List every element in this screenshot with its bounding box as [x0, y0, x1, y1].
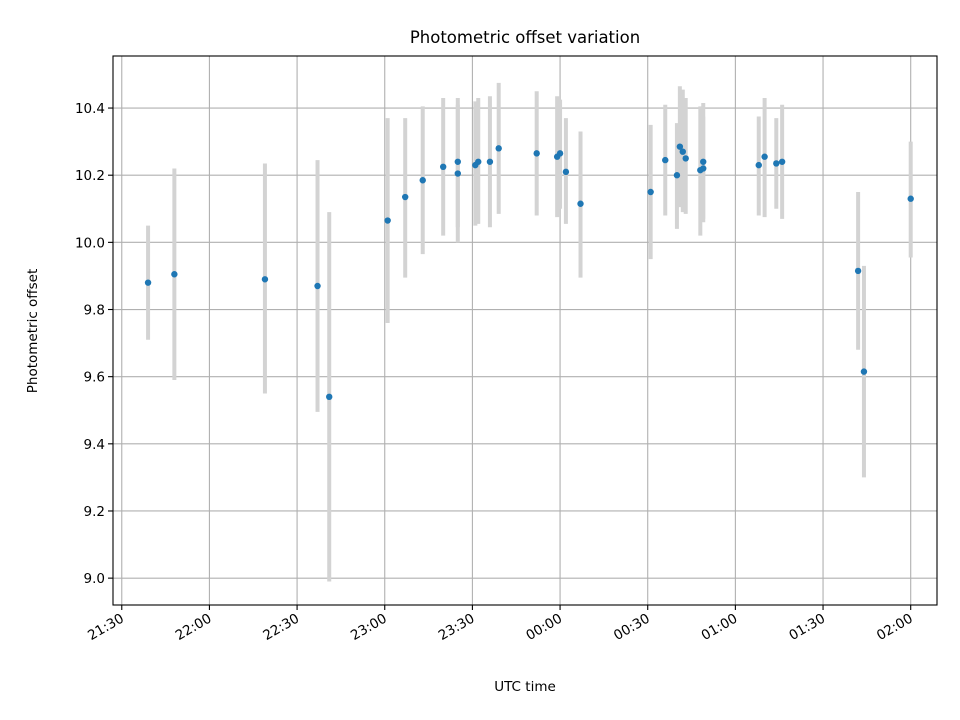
- data-point: [419, 177, 426, 184]
- data-point: [562, 168, 570, 176]
- data-point: [778, 158, 786, 165]
- data-point: [755, 161, 762, 169]
- data-point: [854, 267, 862, 275]
- data-point: [495, 145, 502, 152]
- data-point: [533, 150, 540, 157]
- data-point: [679, 148, 686, 155]
- data-point: [475, 158, 482, 165]
- data-point: [384, 217, 391, 224]
- plot-frame: [112, 55, 938, 606]
- data-point: [662, 156, 669, 164]
- y-tick-label: 9.6: [84, 370, 105, 386]
- data-point: [577, 200, 584, 207]
- data-point: [144, 279, 152, 286]
- data-point: [860, 368, 868, 375]
- data-point: [700, 158, 707, 165]
- data-point: [314, 282, 321, 290]
- grid-layer: [113, 56, 937, 605]
- data-point: [454, 170, 461, 177]
- data-point: [761, 153, 768, 160]
- y-axis-label: Photometric offset: [25, 269, 41, 393]
- data-point: [326, 393, 333, 401]
- data-point: [676, 143, 684, 150]
- data-point: [261, 276, 269, 283]
- data-point: [556, 150, 564, 157]
- data-point: [401, 193, 409, 201]
- chart-title: Photometric offset variation: [410, 28, 640, 47]
- data-point: [700, 165, 707, 172]
- data-point: [773, 160, 780, 167]
- data-point: [647, 188, 654, 196]
- data-point: [682, 155, 689, 162]
- x-axis-label: UTC time: [494, 679, 556, 695]
- points-layer: [144, 143, 914, 401]
- y-tick-label: 10.0: [75, 235, 105, 251]
- y-tick-label: 9.0: [84, 571, 105, 587]
- data-point: [439, 163, 447, 171]
- data-point: [454, 158, 461, 165]
- data-point: [673, 172, 681, 179]
- data-point: [171, 271, 178, 278]
- y-tick-label: 10.4: [75, 101, 105, 117]
- y-tick-label: 10.2: [75, 168, 105, 184]
- data-point: [907, 195, 914, 202]
- y-tick-label: 9.4: [84, 437, 105, 453]
- data-point: [486, 158, 494, 165]
- y-tick-label: 9.8: [84, 303, 105, 319]
- y-tick-label: 9.2: [84, 504, 105, 520]
